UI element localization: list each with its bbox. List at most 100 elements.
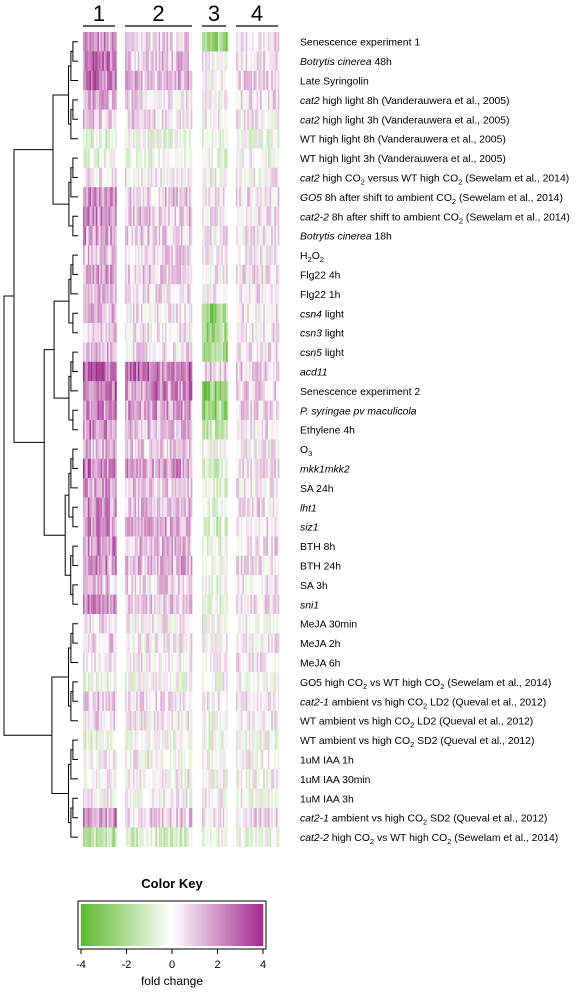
heatmap-cell xyxy=(83,51,117,71)
heatmap-cell xyxy=(125,769,193,789)
heatmap-cell xyxy=(125,400,193,421)
heatmap-row xyxy=(83,439,280,459)
row-label: 1uM IAA 3h xyxy=(300,794,354,805)
color-key-tick-label: 4 xyxy=(260,959,266,971)
heatmap-cell xyxy=(236,517,280,537)
heatmap-cell xyxy=(236,633,280,653)
heatmap-cell xyxy=(125,517,193,537)
heatmap-cell xyxy=(202,90,228,110)
row-label: 1uM IAA 1h xyxy=(300,756,354,767)
row-label: cat2-2 8h after shift to ambient CO2​ (S… xyxy=(300,212,570,225)
heatmap-row xyxy=(83,420,280,440)
row-label: MeJA 2h xyxy=(300,639,341,650)
row-label: WT ambient vs high CO2​ SD2 (Queval et a… xyxy=(300,736,534,749)
color-key-title: Color Key xyxy=(141,876,203,891)
heatmap-cell xyxy=(236,575,280,595)
row-label: Flg22 1h xyxy=(300,290,341,301)
heatmap-body xyxy=(83,32,280,847)
heatmap-cell xyxy=(83,381,117,401)
heatmap-cell xyxy=(83,730,117,750)
heatmap-row xyxy=(83,90,280,110)
row-label: csn4 light xyxy=(300,309,344,320)
heatmap-cell xyxy=(236,497,280,518)
heatmap-cell xyxy=(202,517,228,537)
cluster-label: 3 xyxy=(208,1,220,26)
row-label: BTH 8h xyxy=(300,542,335,553)
heatmap-cell xyxy=(125,187,193,207)
dendrogram-branch xyxy=(53,300,69,399)
heatmap-cell xyxy=(202,749,228,770)
heatmap-cell xyxy=(236,749,280,770)
dendrogram-branch xyxy=(72,99,78,120)
heatmap-cell xyxy=(125,458,193,479)
heatmap-cell xyxy=(83,148,117,168)
heatmap-row xyxy=(83,323,280,343)
heatmap-cell xyxy=(202,70,228,91)
heatmap-cell xyxy=(125,575,193,595)
color-key: Color Key -4 -2 0 2 4 fold change xyxy=(76,876,267,988)
heatmap-cell xyxy=(83,691,117,712)
heatmap-cell xyxy=(83,342,117,362)
row-label: GO5 high CO2​ vs WT high CO2​ (Sewelam e… xyxy=(300,678,551,691)
row-label: Senescence experiment 1 xyxy=(300,38,420,49)
dendrogram-branch xyxy=(72,681,78,702)
heatmap-row xyxy=(83,284,280,304)
heatmap-row xyxy=(83,109,280,130)
heatmap-cell xyxy=(236,672,280,692)
heatmap-row xyxy=(83,614,280,634)
heatmap-cell xyxy=(125,226,193,246)
row-label: SA 24h xyxy=(300,484,334,495)
dendrogram-branch xyxy=(72,351,78,372)
heatmap-cell xyxy=(202,730,228,750)
heatmap-cell xyxy=(236,361,280,382)
heatmap-cell xyxy=(83,129,117,149)
dendrogram-branch xyxy=(72,157,78,178)
dendrogram-branch xyxy=(70,109,78,140)
heatmap-cell xyxy=(236,109,280,130)
color-key-gradient xyxy=(81,904,264,946)
row-label: H2​O2​ xyxy=(300,251,324,264)
row-label: cat2 high light 8h (Vanderauwera et al.,… xyxy=(300,96,510,107)
dendrogram-branch xyxy=(70,749,78,780)
heatmap-cell xyxy=(83,497,117,518)
dendrogram-branch xyxy=(70,807,78,838)
heatmap-row xyxy=(83,711,280,731)
heatmap-cell xyxy=(202,109,228,130)
heatmap-row xyxy=(83,555,280,576)
heatmap-cell xyxy=(125,32,193,52)
dendrogram-branch xyxy=(51,676,69,794)
dendrogram-branch xyxy=(70,632,78,663)
heatmap-row xyxy=(83,808,280,828)
heatmap-cell xyxy=(83,420,117,440)
row-label: 1uM IAA 30min xyxy=(300,775,371,786)
heatmap-cell xyxy=(236,342,280,362)
heatmap-cell xyxy=(236,555,280,576)
row-label: MeJA 6h xyxy=(300,659,341,670)
heatmap-cell xyxy=(236,439,280,459)
heatmap-cell xyxy=(125,827,193,847)
heatmap-cell xyxy=(202,555,228,576)
heatmap-cell xyxy=(202,264,228,285)
row-label: Senescence experiment 2 xyxy=(300,387,420,398)
heatmap-cell xyxy=(202,594,228,615)
dendrogram-branch xyxy=(70,458,78,489)
row-label: csn5 light xyxy=(300,348,344,359)
dendrogram-branch xyxy=(64,494,71,576)
cluster-brackets: 1 2 3 4 xyxy=(83,1,278,27)
heatmap-row xyxy=(83,788,280,809)
cluster-label: 1 xyxy=(93,1,105,26)
row-label: BTH 24h xyxy=(300,562,341,573)
heatmap-row xyxy=(83,70,280,91)
row-label: cat2-1 ambient vs high CO2​ LD2 (Queval … xyxy=(300,697,546,710)
heatmap-cell xyxy=(83,226,117,246)
heatmap-cell xyxy=(83,32,117,52)
heatmap-cell xyxy=(125,614,193,634)
heatmap-cell xyxy=(125,206,193,227)
heatmap-cell xyxy=(202,226,228,246)
heatmap-cell xyxy=(83,711,117,731)
heatmap-row xyxy=(83,148,280,168)
heatmap-row xyxy=(83,536,280,556)
heatmap-cell xyxy=(83,109,117,130)
heatmap-cell xyxy=(125,90,193,110)
heatmap-cell xyxy=(236,284,280,304)
